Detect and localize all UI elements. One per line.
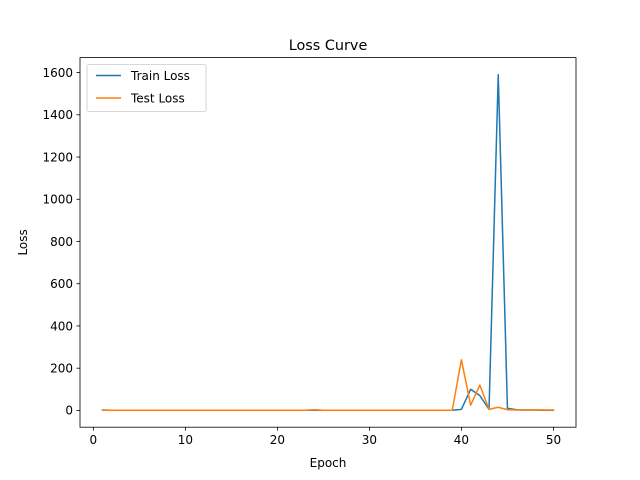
y-tick-label: 1400 (42, 108, 73, 122)
legend: Train Loss Test Loss (86, 64, 207, 112)
x-tick-label: 0 (90, 433, 98, 447)
y-tick-label: 800 (50, 235, 73, 249)
y-tick-label: 400 (50, 319, 73, 333)
y-tick-label: 0 (65, 404, 73, 418)
y-tick-label: 1600 (42, 66, 73, 80)
series-line-test-loss (101, 358, 555, 411)
y-axis-ticks: 0 200 400 600 800 1000 1200 1400 1600 (42, 66, 80, 418)
x-tick-label: 20 (270, 433, 285, 447)
plot-frame (79, 57, 577, 428)
y-axis-label: Loss (16, 229, 30, 255)
x-axis-label: Epoch (310, 456, 347, 470)
y-tick-label: 1000 (42, 193, 73, 207)
chart-title: Loss Curve (289, 38, 368, 54)
x-tick-label: 30 (362, 433, 377, 447)
legend-label-test-loss: Test Loss (130, 92, 185, 106)
y-tick-label: 200 (50, 361, 73, 375)
legend-box (86, 64, 207, 112)
x-tick-label: 50 (546, 433, 561, 447)
x-tick-label: 10 (178, 433, 193, 447)
legend-label-train-loss: Train Loss (130, 69, 190, 83)
x-tick-label: 40 (454, 433, 469, 447)
y-tick-label: 600 (50, 277, 73, 291)
y-tick-label: 1200 (42, 150, 73, 164)
x-axis-ticks: 0 10 20 30 40 50 (90, 427, 561, 447)
plot-lines (101, 73, 555, 411)
